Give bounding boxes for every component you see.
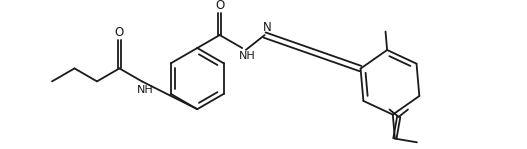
Text: O: O [215, 0, 225, 12]
Text: NH: NH [238, 51, 255, 61]
Text: NH: NH [137, 85, 154, 95]
Text: O: O [115, 26, 124, 39]
Text: N: N [263, 21, 272, 34]
